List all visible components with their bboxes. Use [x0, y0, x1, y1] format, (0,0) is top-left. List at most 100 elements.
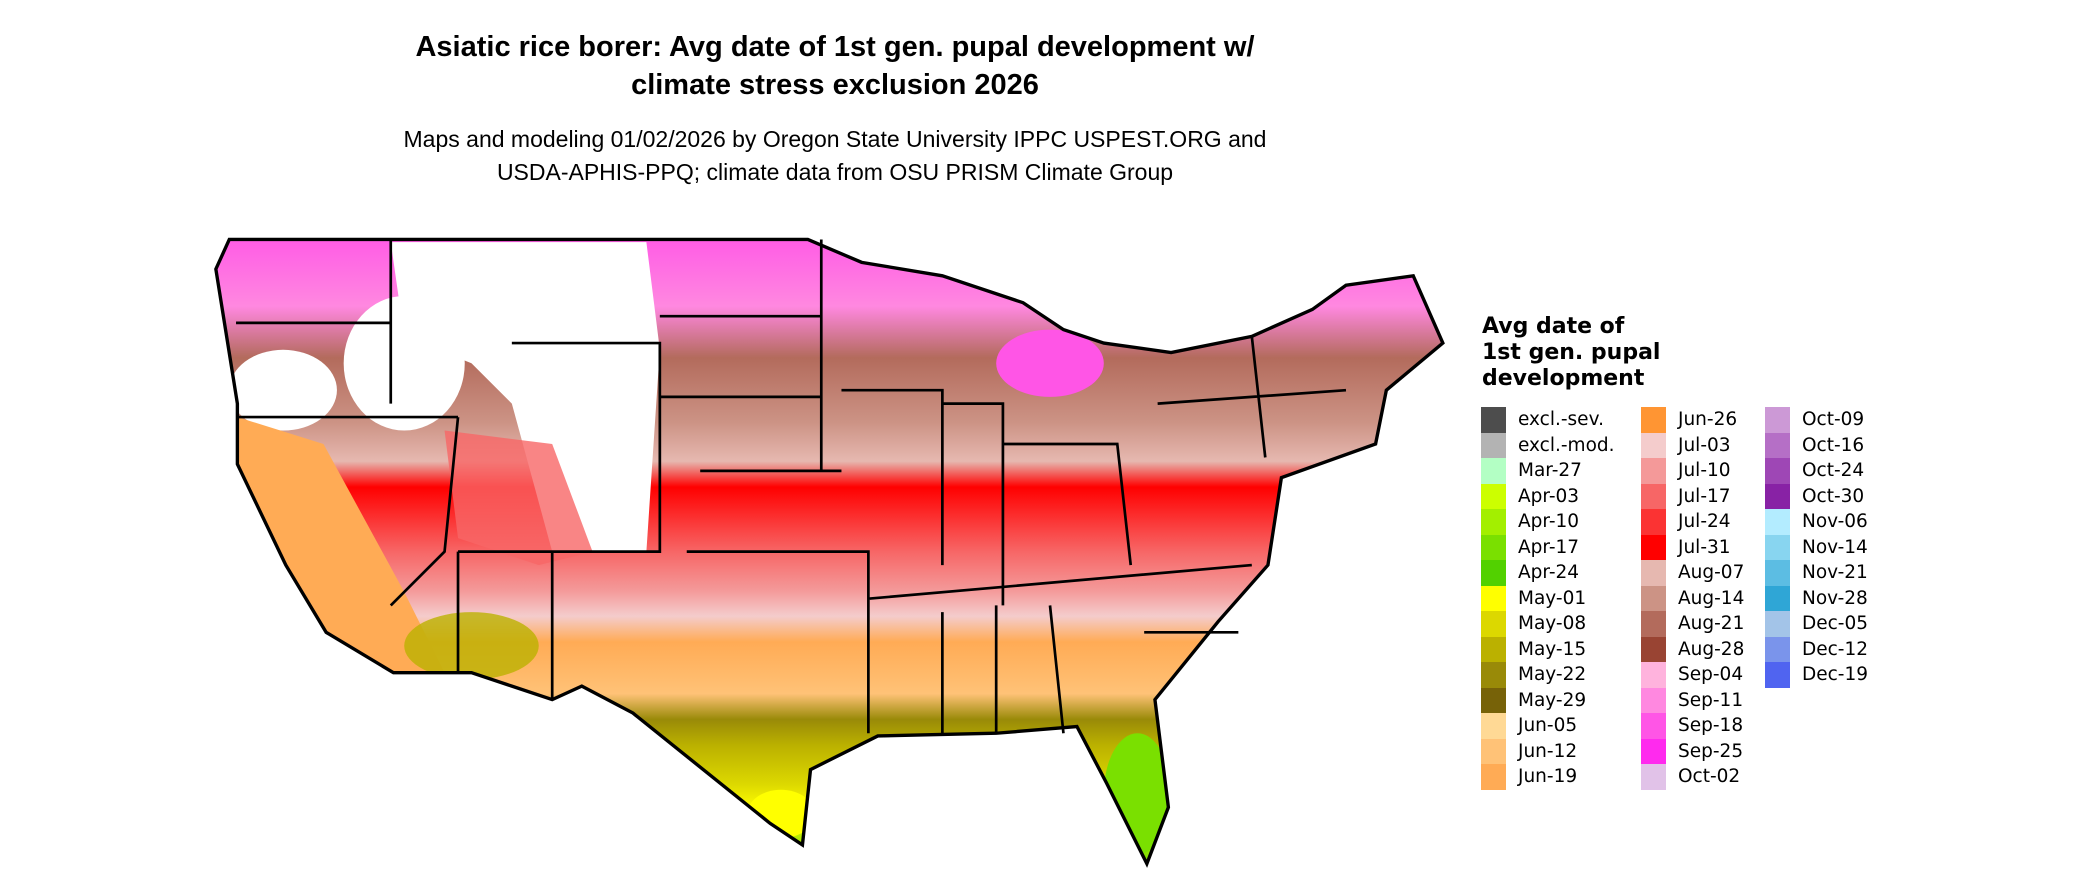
legend-label: Jul-03: [1678, 434, 1731, 456]
legend-label: Oct-30: [1802, 485, 1865, 507]
legend-swatch: [1765, 534, 1790, 560]
legend-item: Apr-24: [1481, 560, 1615, 586]
legend-label: May-08: [1518, 613, 1587, 635]
legend-swatch: [1481, 458, 1506, 484]
legend-item: Jun-05: [1481, 713, 1615, 739]
legend-label: Apr-10: [1518, 511, 1580, 533]
legend-label: Sep-11: [1678, 689, 1744, 711]
legend-item: excl.-mod.: [1481, 432, 1615, 458]
legend-item: May-08: [1481, 611, 1615, 637]
legend-label: Nov-14: [1802, 536, 1868, 558]
legend-swatch: [1765, 636, 1790, 662]
legend-label: Dec-19: [1802, 664, 1869, 686]
legend-label: Jun-19: [1518, 766, 1578, 788]
legend-swatch: [1765, 483, 1790, 509]
legend-swatch: [1641, 713, 1666, 739]
legend-item: Jul-24: [1641, 509, 1744, 535]
legend-label: Jul-10: [1678, 460, 1731, 482]
legend-item: Apr-17: [1481, 534, 1615, 560]
legend-label: Apr-24: [1518, 562, 1580, 584]
legend-swatch: [1641, 483, 1666, 509]
legend-label: Jul-17: [1678, 485, 1731, 507]
legend-item: May-22: [1481, 662, 1615, 688]
legend-swatch: [1641, 738, 1666, 764]
legend-item: excl.-sev.: [1481, 407, 1615, 433]
legend-label: May-29: [1518, 689, 1587, 711]
legend-item: Apr-03: [1481, 483, 1615, 509]
legend-title-line: development: [1482, 366, 1645, 391]
subtitle-line-1: Maps and modeling 01/02/2026 by Oregon S…: [403, 126, 1267, 152]
legend-swatch: [1641, 534, 1666, 560]
legend-label: Nov-28: [1802, 587, 1868, 609]
map-title: Asiatic rice borer: Avg date of 1st gen.…: [0, 28, 1670, 104]
legend-swatch: [1481, 585, 1506, 611]
legend-item: Dec-05: [1765, 611, 1868, 637]
legend-item: May-01: [1481, 585, 1615, 611]
legend-item: Apr-10: [1481, 509, 1615, 535]
legend-item: Dec-12: [1765, 636, 1869, 662]
legend-label: Jul-31: [1678, 536, 1731, 558]
legend-swatch: [1481, 713, 1506, 739]
legend-title-line: Avg date of: [1482, 314, 1625, 339]
legend-item: Aug-14: [1641, 585, 1745, 611]
legend-label: Sep-25: [1678, 740, 1744, 762]
legend-item: Sep-11: [1641, 687, 1744, 713]
legend-swatch: [1765, 585, 1790, 611]
legend-label: Oct-16: [1802, 434, 1865, 456]
legend-swatch: [1765, 432, 1790, 458]
legend-item: Aug-21: [1641, 611, 1744, 637]
state-borders: [214, 237, 1445, 866]
legend-label: Jun-12: [1518, 740, 1578, 762]
legend-label: Apr-17: [1518, 536, 1580, 558]
legend-swatch: [1641, 687, 1666, 713]
legend-column-2: Jun-26 Jul-03 Jul-10 Jul-17 Jul-24 Jul-31 Aug-…: [1641, 407, 1744, 790]
legend-swatch: [1481, 764, 1506, 790]
legend-label: Nov-06: [1802, 511, 1868, 533]
legend-label: Aug-28: [1678, 638, 1745, 660]
subtitle-line-2: USDA-APHIS-PPQ; climate data from OSU PR…: [496, 159, 1174, 185]
legend-item: Nov-06: [1765, 509, 1868, 535]
legend-item: Jul-17: [1641, 483, 1744, 509]
legend-swatch: [1481, 483, 1506, 509]
legend-swatch: [1481, 534, 1506, 560]
legend-item: Oct-16: [1765, 432, 1868, 458]
legend-item: Sep-18: [1641, 713, 1744, 739]
legend-label: Oct-09: [1802, 409, 1865, 431]
legend-label: May-01: [1518, 587, 1587, 609]
legend-label: Dec-05: [1802, 613, 1869, 635]
legend-swatch: [1765, 611, 1790, 637]
legend-item: Oct-24: [1765, 458, 1868, 484]
legend-swatch: [1481, 636, 1506, 662]
legend-swatch: [1641, 432, 1666, 458]
legend-swatch: [1641, 764, 1666, 790]
title-line-1: Asiatic rice borer: Avg date of 1st gen.…: [415, 31, 1255, 63]
legend-swatch: [1765, 458, 1790, 484]
legend-item: Jun-19: [1481, 764, 1615, 790]
legend-swatch: [1765, 662, 1790, 688]
legend-swatch: [1481, 738, 1506, 764]
legend-swatch: [1641, 560, 1666, 586]
legend-label: Nov-21: [1802, 562, 1868, 584]
legend-label: Oct-24: [1802, 460, 1865, 482]
legend-item: Jun-26: [1641, 407, 1744, 433]
legend-item: Mar-27: [1481, 458, 1615, 484]
legend-swatch: [1481, 560, 1506, 586]
legend-label: Aug-14: [1678, 587, 1745, 609]
legend-swatch: [1481, 662, 1506, 688]
legend-item: May-15: [1481, 636, 1615, 662]
legend-swatch: [1481, 687, 1506, 713]
legend-label: excl.-mod.: [1518, 434, 1615, 456]
legend-item: Nov-28: [1765, 585, 1868, 611]
legend-label: Mar-27: [1518, 460, 1582, 482]
legend-label: Jun-26: [1678, 409, 1738, 431]
legend-swatch: [1481, 611, 1506, 637]
legend-label: Jul-24: [1678, 511, 1731, 533]
legend-swatch: [1765, 407, 1790, 433]
legend-label: May-22: [1518, 664, 1587, 686]
title-line-2: climate stress exclusion 2026: [631, 69, 1039, 101]
legend-item: Aug-07: [1641, 560, 1744, 586]
legend-swatch: [1641, 509, 1666, 535]
legend-label: Dec-12: [1802, 638, 1869, 660]
legend-column-1: excl.-sev. excl.-mod. Mar-27 Apr-03 Apr-10 Ap…: [1481, 407, 1615, 790]
